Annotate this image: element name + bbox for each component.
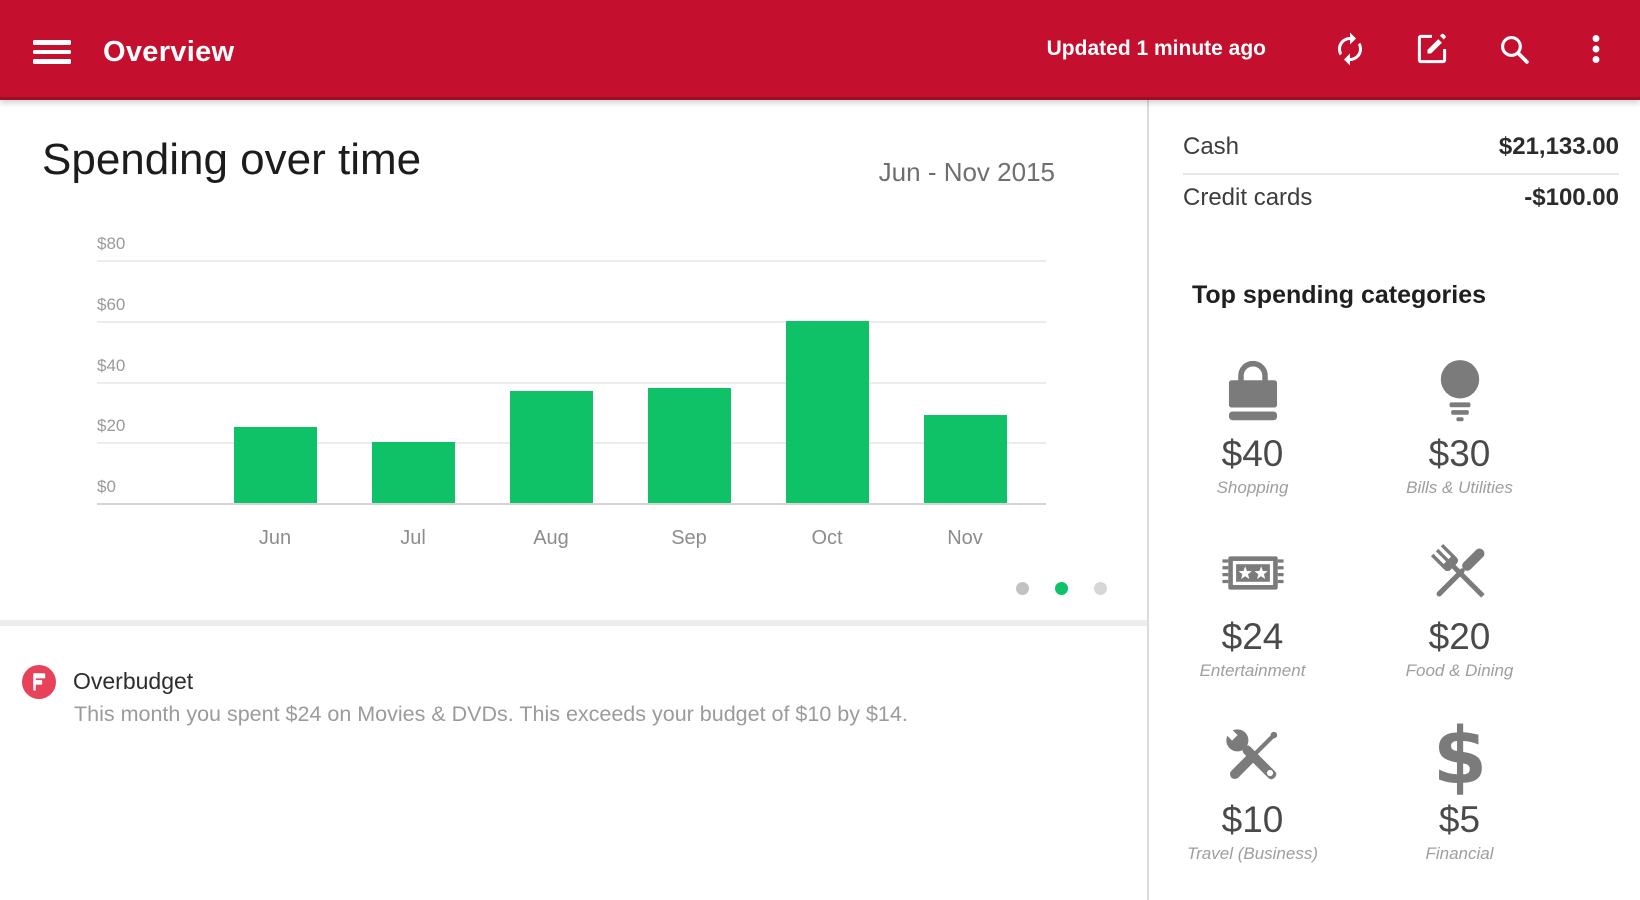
appbar-actions: Updated 1 minute ago [1047,0,1616,97]
top-categories-grid: $40 Shopping $30 Bills & Utilities [1149,343,1563,864]
category-label: Financial [1425,844,1494,863]
category-amount: $24 [1221,616,1284,657]
tools-icon [1214,709,1292,795]
dollar-icon: $ [1421,709,1499,795]
flag-icon [22,665,56,699]
fork-knife-icon [1421,526,1499,612]
category-bills-utilities[interactable]: $30 Bills & Utilities [1356,343,1563,498]
category-shopping[interactable]: $40 Shopping [1149,343,1356,498]
x-axis-tick-label: Jul [400,527,426,549]
category-label: Travel (Business) [1187,844,1318,863]
section-divider [0,620,1147,626]
x-axis-tick-label: Jun [258,527,292,549]
category-amount: $40 [1221,433,1284,474]
account-row-cash[interactable]: Cash $21,133.00 [1183,124,1619,175]
x-axis-tick-label: Nov [947,527,983,549]
x-axis-tick-label: Aug [533,527,569,549]
carousel-dot-3[interactable] [1094,582,1107,595]
overbudget-alert[interactable]: Overbudget This month you spent $24 on M… [0,656,1147,836]
bar-jul[interactable] [371,442,455,503]
shopping-bag-icon [1214,343,1292,429]
more-vert-icon[interactable] [1576,29,1616,69]
category-amount: $5 [1438,799,1481,840]
light-bulb-icon [1421,343,1499,429]
x-axis-tick-label: Sep [671,527,707,549]
y-axis-tick-label: $20 [97,416,126,436]
category-amount: $30 [1428,433,1491,474]
category-label: Food & Dining [1405,661,1514,680]
last-updated-text: Updated 1 minute ago [1046,36,1266,60]
y-axis-tick-label: $60 [97,294,126,314]
chart-date-range: Jun - Nov 2015 [878,157,1055,187]
bar-aug[interactable] [509,390,593,503]
account-value: $21,133.00 [1498,133,1619,160]
category-food-dining[interactable]: $20 Food & Dining [1356,526,1563,681]
x-axis-tick-label: Oct [811,527,843,549]
account-label: Credit cards [1183,184,1313,211]
carousel-dot-1[interactable] [1016,582,1029,595]
bar-sep[interactable] [647,387,731,503]
gridline [97,381,1046,384]
carousel-dots [1016,582,1107,595]
category-label: Shopping [1216,478,1289,497]
accounts-sidebar: Cash $21,133.00 Credit cards -$100.00 To… [1147,100,1640,900]
refresh-icon[interactable] [1330,29,1370,69]
chart-title: Spending over time [42,135,422,184]
edit-icon[interactable] [1412,29,1452,69]
svg-text:$: $ [1432,717,1486,795]
y-axis-tick-label: $0 [97,477,116,496]
alert-message: This month you spent $24 on Movies & DVD… [74,702,908,726]
overview-main: Spending over time Jun - Nov 2015 $80 $60… [0,100,1147,900]
category-amount: $10 [1221,799,1284,840]
gridline [97,260,1046,262]
category-label: Bills & Utilities [1406,478,1513,497]
ticket-icon [1214,526,1292,612]
account-row-credit-cards[interactable]: Credit cards -$100.00 [1183,175,1619,224]
menu-icon[interactable] [33,40,71,64]
category-travel-business[interactable]: $10 Travel (Business) [1149,709,1356,864]
bar-jun[interactable] [233,427,317,503]
y-axis-tick-label: $40 [97,355,126,375]
bar-chart[interactable]: $80 $60 $40 $20 $0 Jun Jul Aug Sep Oct Nov [0,100,1147,620]
category-amount: $20 [1428,616,1491,657]
app-bar: Overview Updated 1 minute ago [0,0,1640,100]
account-value: -$100.00 [1524,184,1619,211]
category-entertainment[interactable]: $24 Entertainment [1149,526,1356,681]
alert-title: Overbudget [73,668,194,694]
carousel-dot-2[interactable] [1055,582,1068,595]
top-spending-heading: Top spending categories [1192,281,1487,309]
bar-oct[interactable] [785,320,869,503]
y-axis-tick-label: $80 [97,234,126,253]
category-label: Entertainment [1199,661,1306,680]
gridline [97,503,1046,505]
page-title: Overview [103,36,235,68]
account-label: Cash [1183,133,1240,160]
gridline [97,320,1046,323]
category-financial[interactable]: $ $5 Financial [1356,709,1563,864]
accounts-summary: Cash $21,133.00 Credit cards -$100.00 [1183,124,1619,224]
bar-nov[interactable] [923,414,1007,503]
search-icon[interactable] [1494,29,1534,69]
